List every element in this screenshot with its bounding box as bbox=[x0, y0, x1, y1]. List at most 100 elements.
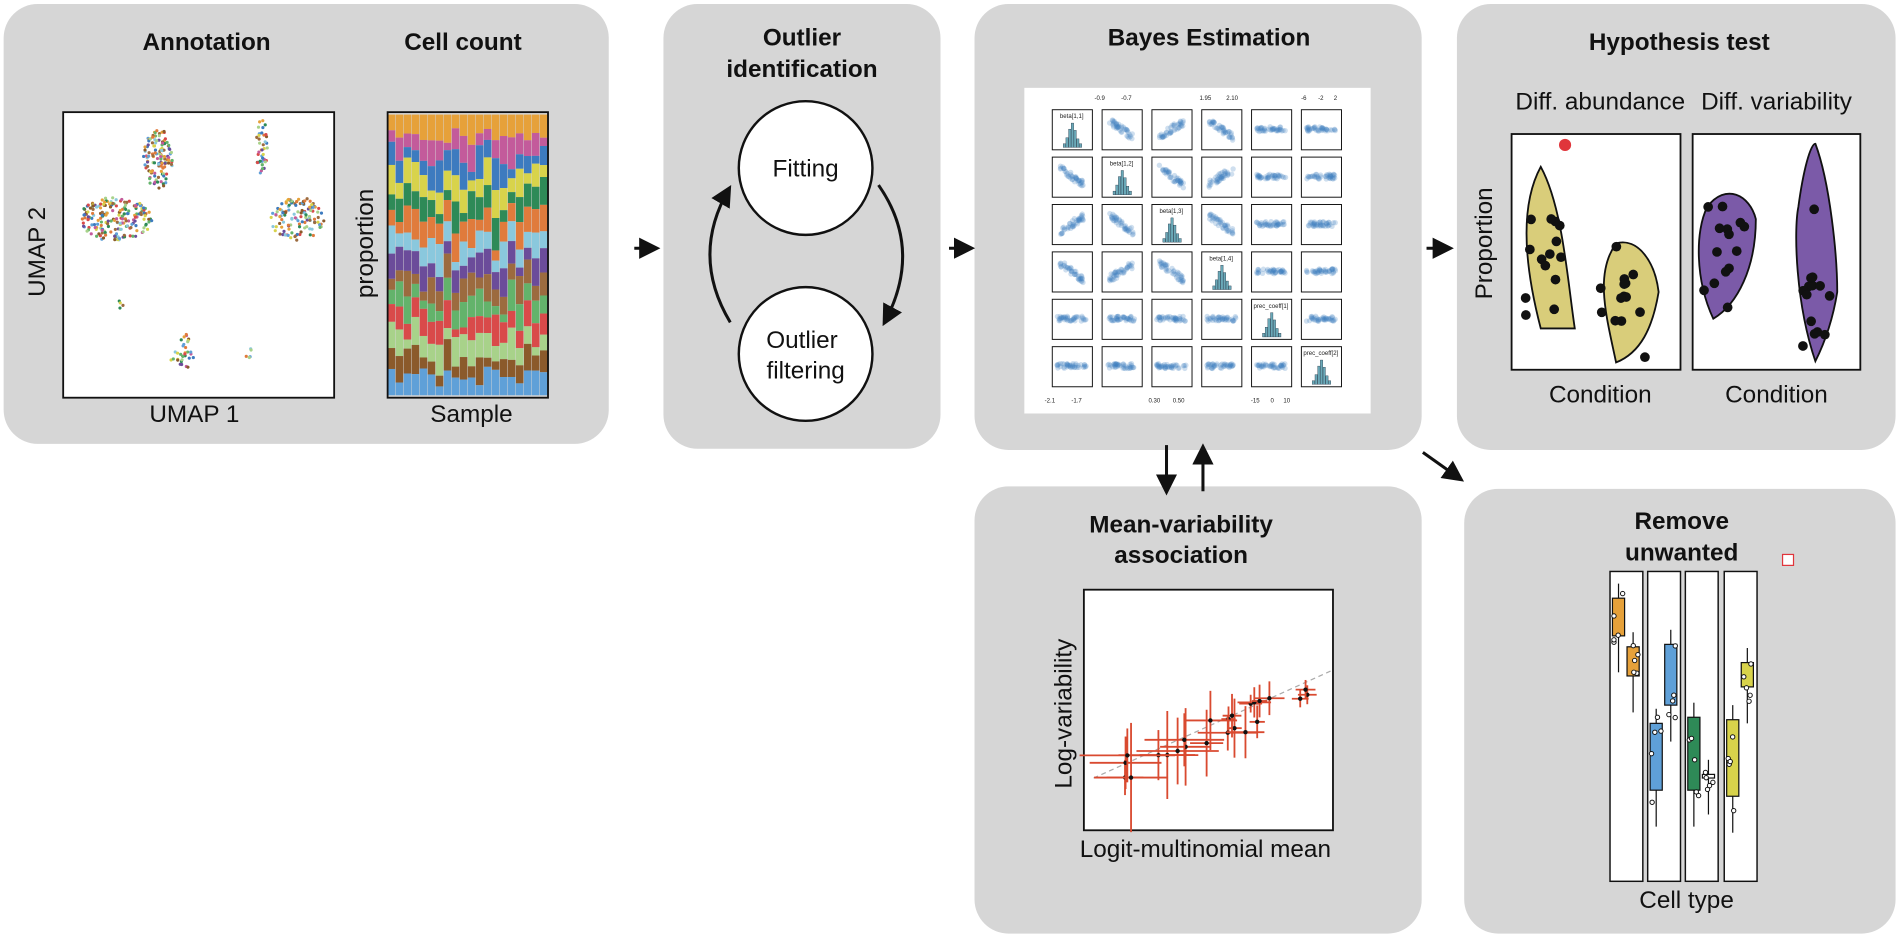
pairs-grid: beta[1,1]beta[1,2]beta[1,3]beta[1,4]prec… bbox=[1045, 96, 1342, 405]
pair-point bbox=[1124, 128, 1131, 134]
pair-point bbox=[1206, 182, 1212, 189]
stack-segment bbox=[387, 304, 396, 322]
pair-point bbox=[1316, 266, 1323, 272]
stack-segment bbox=[467, 180, 476, 192]
point bbox=[1204, 740, 1209, 746]
pair-point bbox=[1180, 279, 1186, 286]
pair-point bbox=[1268, 361, 1274, 368]
pair-point bbox=[1230, 231, 1236, 237]
pair-point bbox=[1215, 318, 1222, 324]
umap-point bbox=[278, 221, 282, 226]
umap-point bbox=[88, 206, 93, 210]
pair-point bbox=[1320, 316, 1326, 323]
pair-point bbox=[1207, 315, 1214, 322]
pair-point bbox=[1114, 313, 1121, 320]
stack-segment bbox=[467, 219, 476, 249]
pair-point bbox=[1321, 316, 1327, 323]
pair-point bbox=[1275, 128, 1281, 134]
pair-point bbox=[1270, 172, 1276, 179]
pair-point bbox=[1205, 364, 1211, 370]
umap-point bbox=[162, 129, 166, 134]
panel-title: Mean-variability bbox=[1089, 512, 1273, 539]
pair-point bbox=[1065, 362, 1071, 368]
pair-point bbox=[1083, 316, 1089, 323]
pair-point bbox=[1081, 317, 1087, 323]
box-point bbox=[1619, 590, 1626, 597]
pair-point bbox=[1310, 222, 1316, 228]
pair-point bbox=[1210, 364, 1217, 370]
pair-point bbox=[1080, 216, 1086, 223]
violin-point bbox=[1714, 223, 1725, 234]
pair-point bbox=[1082, 317, 1088, 323]
pair-point bbox=[1326, 175, 1332, 181]
pair-point bbox=[1060, 315, 1066, 321]
pair-point bbox=[1159, 134, 1165, 141]
pair-point bbox=[1058, 260, 1064, 266]
umap-point bbox=[96, 222, 100, 226]
pair-point bbox=[1112, 363, 1118, 369]
pair-point bbox=[1330, 174, 1337, 181]
pair-point bbox=[1204, 362, 1210, 368]
stack-segment bbox=[491, 314, 500, 347]
pair-point bbox=[1079, 313, 1085, 320]
pair-point bbox=[1061, 260, 1068, 266]
stack-segment bbox=[459, 135, 468, 163]
stack-segment bbox=[459, 162, 468, 190]
umap-point bbox=[115, 217, 119, 221]
umap-point bbox=[257, 133, 261, 137]
umap-point bbox=[81, 224, 86, 228]
umap-point bbox=[175, 351, 180, 355]
stack-segment bbox=[491, 369, 500, 396]
stack-segment bbox=[427, 166, 436, 191]
pair-point bbox=[1216, 122, 1223, 129]
pair-cell bbox=[1201, 109, 1243, 151]
umap-point bbox=[129, 226, 133, 230]
umap-plot bbox=[62, 111, 336, 399]
pair-point bbox=[1264, 174, 1271, 181]
box-point bbox=[1731, 807, 1737, 814]
pair-point bbox=[1224, 129, 1231, 136]
umap-point bbox=[184, 332, 188, 337]
pair-cell bbox=[1251, 109, 1293, 151]
pair-point bbox=[1312, 268, 1318, 275]
pair-point bbox=[1079, 278, 1085, 284]
pair-point bbox=[1065, 363, 1072, 369]
pair-point bbox=[1275, 221, 1281, 228]
stack-segment bbox=[507, 241, 516, 264]
umap-point bbox=[187, 356, 191, 360]
pair-point bbox=[1069, 176, 1075, 183]
stack-segment bbox=[475, 133, 484, 146]
stack-segment bbox=[539, 137, 548, 146]
umap-point bbox=[289, 236, 293, 240]
box-point bbox=[1631, 669, 1637, 675]
pair-point bbox=[1065, 224, 1072, 230]
pair-point bbox=[1174, 269, 1181, 275]
hist-bar bbox=[1320, 359, 1323, 385]
pair-point bbox=[1269, 126, 1276, 132]
pair-point bbox=[1221, 168, 1228, 174]
stack-segment bbox=[395, 270, 404, 282]
pair-point bbox=[1123, 226, 1129, 232]
hist-bar bbox=[1212, 285, 1216, 290]
violin-point bbox=[1635, 307, 1645, 318]
box-point bbox=[1741, 674, 1747, 680]
stack-segment bbox=[443, 370, 452, 396]
diagonal-label: beta[1,1] bbox=[1060, 114, 1084, 120]
pair-point bbox=[1259, 364, 1265, 370]
umap-point bbox=[127, 199, 131, 203]
pair-point bbox=[1274, 220, 1281, 226]
pair-point bbox=[1076, 364, 1082, 371]
pair-point bbox=[1212, 362, 1218, 369]
pair-point bbox=[1160, 134, 1166, 140]
pair-point bbox=[1058, 165, 1064, 171]
pair-point bbox=[1313, 127, 1319, 133]
panel-title: Cell count bbox=[404, 29, 521, 56]
pair-point bbox=[1074, 364, 1080, 371]
pair-point bbox=[1162, 363, 1168, 369]
pair-point bbox=[1271, 267, 1277, 274]
stack-segment bbox=[427, 374, 436, 396]
stack-segment bbox=[475, 357, 484, 386]
stack-segment bbox=[443, 150, 452, 171]
pair-point bbox=[1312, 124, 1318, 130]
pair-point bbox=[1323, 316, 1329, 323]
